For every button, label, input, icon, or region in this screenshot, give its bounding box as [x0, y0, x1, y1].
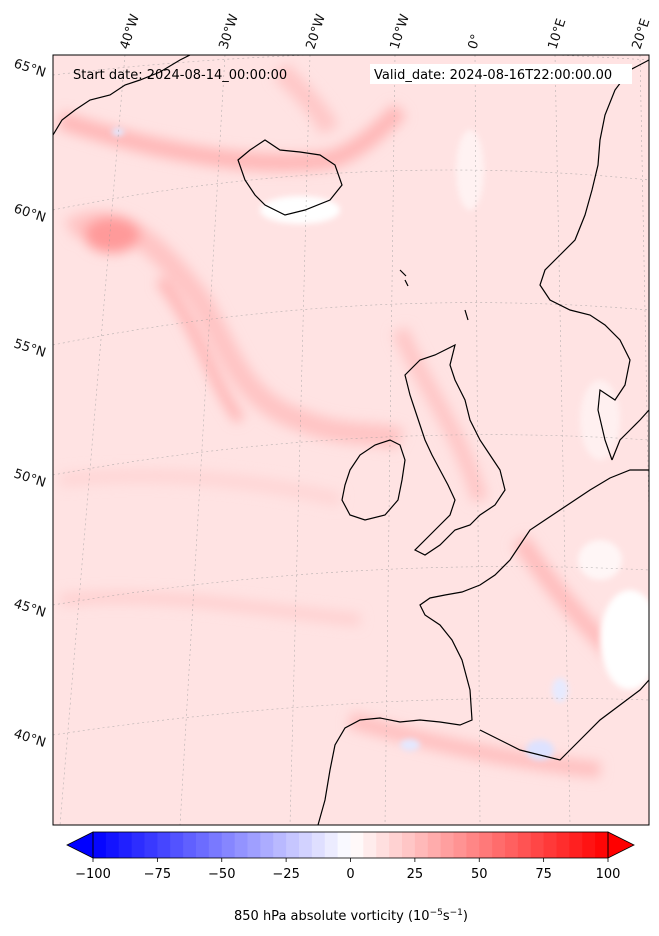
lon-label-40w: 40°W — [118, 12, 143, 51]
latitude-labels: 65°N 60°N 55°N 50°N 45°N 40°N — [12, 57, 48, 751]
coastlines — [53, 55, 649, 825]
colorbar-swatch — [427, 832, 442, 858]
colorbar-swatch — [466, 832, 480, 858]
denmark-baltic — [611, 409, 649, 461]
colorbar-swatch — [556, 832, 570, 858]
colorbar-swatch — [260, 832, 274, 858]
colorbar-swatch — [595, 832, 609, 858]
lat-label-65n: 65°N — [12, 57, 48, 81]
colorbar-swatch — [376, 832, 390, 858]
colorbar-swatch — [505, 832, 519, 858]
longitude-labels: 40°W 30°W 20°W 10°W 0° 10°E 20°E — [118, 12, 654, 51]
colorbar-tick-label: 25 — [407, 867, 424, 882]
colorbar-swatch — [350, 832, 364, 858]
lat-label-55n: 55°N — [12, 337, 48, 361]
ireland-coast — [341, 439, 406, 521]
colorbar-swatch — [389, 832, 403, 858]
lat-label-60n: 60°N — [12, 202, 48, 226]
colorbar-swatch — [337, 832, 352, 858]
colorbar-swatch — [183, 832, 197, 858]
colorbar-swatch — [273, 832, 287, 858]
faroe-shetland — [399, 269, 469, 321]
valid-date-box — [370, 64, 632, 84]
iceland-coast — [237, 139, 343, 216]
lon-label-10w: 10°W — [388, 12, 413, 51]
colorbar-swatch — [414, 832, 429, 858]
colorbar-tick-label: −75 — [144, 867, 171, 882]
colorbar-swatch — [517, 832, 532, 858]
colorbar-swatch — [196, 832, 210, 858]
lon-label-20e: 20°E — [630, 17, 654, 51]
scandinavia-coast — [539, 59, 649, 461]
greenland-coast — [53, 55, 191, 136]
colorbar-tick-label: 100 — [596, 867, 621, 882]
colorbar-swatch — [118, 832, 133, 858]
colorbar-swatch — [299, 832, 313, 858]
colorbar-swatch — [311, 832, 326, 858]
lat-label-40n: 40°N — [12, 727, 48, 751]
colorbar-swatch — [131, 832, 146, 858]
lon-label-20w: 20°W — [304, 12, 329, 51]
colorbar-swatch — [440, 832, 455, 858]
colorbar-swatch — [93, 832, 107, 858]
colorbar-swatch — [492, 832, 506, 858]
colorbar-swatch — [170, 832, 184, 858]
colorbar-swatch — [234, 832, 249, 858]
colorbar-swatch — [247, 832, 261, 858]
colorbar-swatch — [286, 832, 300, 858]
colorbar-swatch — [208, 832, 223, 858]
continental-europe-coast — [317, 469, 649, 825]
mediterranean-coast — [479, 679, 649, 761]
colorbar-swatch — [453, 832, 467, 858]
colorbar-tick-label: −25 — [272, 867, 299, 882]
lat-label-50n: 50°N — [12, 467, 48, 491]
colorbar-tick-label: 0 — [346, 867, 354, 882]
colorbar-swatch — [582, 832, 596, 858]
colorbar-swatch — [105, 832, 120, 858]
colorbar-swatch — [144, 832, 158, 858]
great-britain-coast — [404, 343, 506, 556]
colorbar-swatch — [157, 832, 171, 858]
start-date-label: Start date: 2024-08-14_00:00:00 — [73, 68, 287, 83]
colorbar-swatches — [93, 832, 609, 858]
lon-label-0: 0° — [466, 33, 485, 52]
colorbar-tick-label: 75 — [535, 867, 552, 882]
map-frame — [52, 54, 650, 826]
colorbar-swatch — [569, 832, 583, 858]
colorbar-extend-min — [66, 831, 94, 859]
colorbar-extend-max — [607, 831, 635, 859]
colorbar-swatch — [530, 832, 545, 858]
colorbar-tick-label: −100 — [75, 867, 111, 882]
colorbar-ticks: −100 −75 −50 −25 0 25 50 75 100 — [75, 858, 620, 882]
map-panel — [53, 55, 649, 825]
colorbar-swatch — [221, 832, 236, 858]
colorbar-swatch — [479, 832, 493, 858]
colorbar-tick-label: −50 — [208, 867, 235, 882]
colorbar-swatch — [324, 832, 339, 858]
colorbar-swatch — [402, 832, 416, 858]
colorbar-swatch — [543, 832, 558, 858]
lon-label-10e: 10°E — [546, 17, 570, 51]
lat-label-45n: 45°N — [12, 597, 48, 621]
colorbar-tick-label: 50 — [471, 867, 488, 882]
colorbar: −100 −75 −50 −25 0 25 50 75 100 — [66, 831, 635, 882]
colorbar-swatch — [363, 832, 377, 858]
valid-date-label: Valid_date: 2024-08-16T22:00:00.00 — [374, 68, 612, 83]
lon-label-30w: 30°W — [217, 12, 242, 51]
colorbar-label: 850 hPa absolute vorticity (10−5s−1) — [234, 908, 468, 924]
